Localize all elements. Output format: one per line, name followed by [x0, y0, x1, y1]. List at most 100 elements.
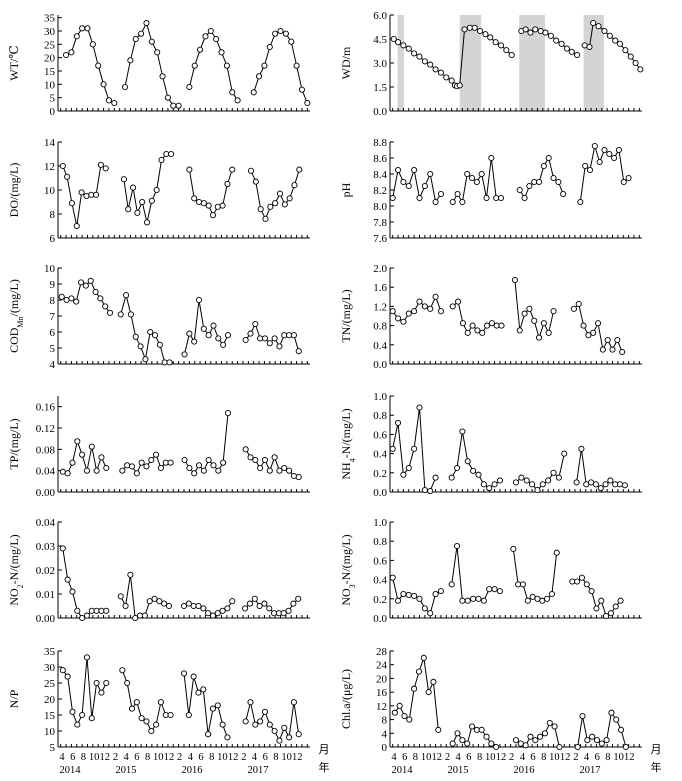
- data-point: [218, 49, 225, 56]
- data-point: [421, 605, 428, 612]
- data-point: [117, 311, 124, 318]
- y-tick-label: 1.0: [373, 517, 387, 529]
- data-point: [613, 716, 620, 723]
- data-point: [141, 612, 148, 619]
- data-point: [159, 73, 166, 80]
- y-axis-label: Chl.a/(μg/L): [339, 669, 353, 729]
- data-point: [256, 602, 263, 610]
- data-point: [256, 73, 263, 80]
- data-point: [214, 610, 221, 617]
- data-point: [584, 737, 591, 744]
- data-point: [271, 335, 278, 342]
- data-point: [121, 83, 129, 91]
- data-point: [290, 699, 297, 706]
- data-point: [531, 317, 538, 324]
- data-point: [266, 721, 273, 728]
- data-point: [523, 477, 530, 484]
- y-tick-label: 0.8: [373, 321, 387, 333]
- data-point: [266, 605, 273, 612]
- data-point: [461, 26, 468, 33]
- data-point: [298, 86, 306, 93]
- data-point: [195, 296, 203, 304]
- data-point: [449, 740, 456, 747]
- data-point: [79, 711, 86, 719]
- data-point: [124, 679, 131, 687]
- data-point: [210, 322, 217, 329]
- data-point: [186, 464, 193, 472]
- data-point: [544, 595, 551, 602]
- data-point: [276, 190, 284, 197]
- data-point: [483, 322, 491, 329]
- data-point: [556, 743, 563, 751]
- y-tick-label: 0.01: [36, 589, 55, 601]
- data-point: [545, 329, 552, 336]
- data-point: [400, 178, 407, 186]
- data-point: [98, 454, 105, 461]
- data-point: [132, 614, 139, 622]
- data-point: [88, 443, 95, 450]
- series-line: [245, 702, 300, 742]
- x-tick-label: 2: [113, 752, 118, 763]
- y-tick-label: 30: [44, 662, 56, 674]
- data-point: [464, 458, 471, 465]
- data-point: [252, 320, 259, 328]
- data-point: [158, 156, 165, 164]
- data-point: [281, 724, 288, 731]
- data-point: [120, 176, 127, 183]
- y-tick-label: 0.8: [373, 410, 387, 422]
- data-point: [555, 178, 562, 186]
- data-point: [197, 46, 204, 53]
- data-point: [139, 198, 146, 206]
- series-line: [392, 295, 442, 323]
- data-point: [272, 200, 279, 207]
- data-point: [151, 332, 159, 339]
- data-point: [68, 200, 75, 207]
- data-point: [389, 308, 396, 315]
- data-point: [529, 481, 536, 488]
- y-axis-label: NH4-N/(mg/L): [339, 408, 357, 479]
- data-point: [167, 711, 174, 719]
- x-tick-label: 10: [217, 752, 228, 763]
- data-point: [156, 341, 163, 348]
- data-point: [411, 592, 418, 599]
- data-point: [103, 464, 110, 472]
- y-tick-label: 0.4: [373, 575, 387, 587]
- panel-5: 4 5 6 7 8 9 10 CODMn/(mg/L): [7, 263, 310, 371]
- data-point: [286, 195, 293, 202]
- data-point: [454, 730, 461, 737]
- data-point: [394, 597, 402, 604]
- data-point: [214, 702, 221, 709]
- x-tick-label: 8: [81, 752, 86, 763]
- data-point: [229, 166, 236, 173]
- data-point: [590, 329, 597, 336]
- y-tick-label: 1.0: [373, 391, 387, 403]
- x-tick-label: 6: [530, 752, 535, 763]
- data-point: [170, 102, 177, 109]
- data-point: [508, 51, 515, 59]
- x-tick-label: 4: [252, 752, 258, 763]
- data-point: [168, 150, 175, 158]
- data-point: [512, 479, 520, 486]
- data-point: [261, 62, 268, 69]
- data-point: [609, 346, 616, 353]
- x-tick-label: 12: [624, 752, 635, 763]
- panel-6: 0.0 0.4 0.8 1.2 1.6 2.0 TN/(mg/L): [339, 263, 642, 371]
- data-point: [261, 335, 269, 342]
- data-point: [612, 603, 619, 610]
- data-point: [147, 328, 154, 336]
- data-point: [82, 282, 89, 289]
- series-line: [62, 439, 107, 474]
- data-point: [511, 276, 518, 284]
- data-point: [608, 709, 615, 716]
- y-tick-label: 5: [50, 742, 56, 754]
- data-point: [276, 467, 283, 474]
- series-line: [62, 548, 107, 619]
- x-tick-label: 4: [391, 752, 397, 763]
- data-point: [78, 189, 85, 196]
- data-point: [548, 590, 555, 598]
- data-point: [73, 298, 80, 305]
- data-point: [420, 654, 427, 661]
- y-tick-label: 16: [376, 687, 388, 699]
- data-point: [210, 462, 217, 469]
- y-tick-label: 1.2: [373, 301, 387, 313]
